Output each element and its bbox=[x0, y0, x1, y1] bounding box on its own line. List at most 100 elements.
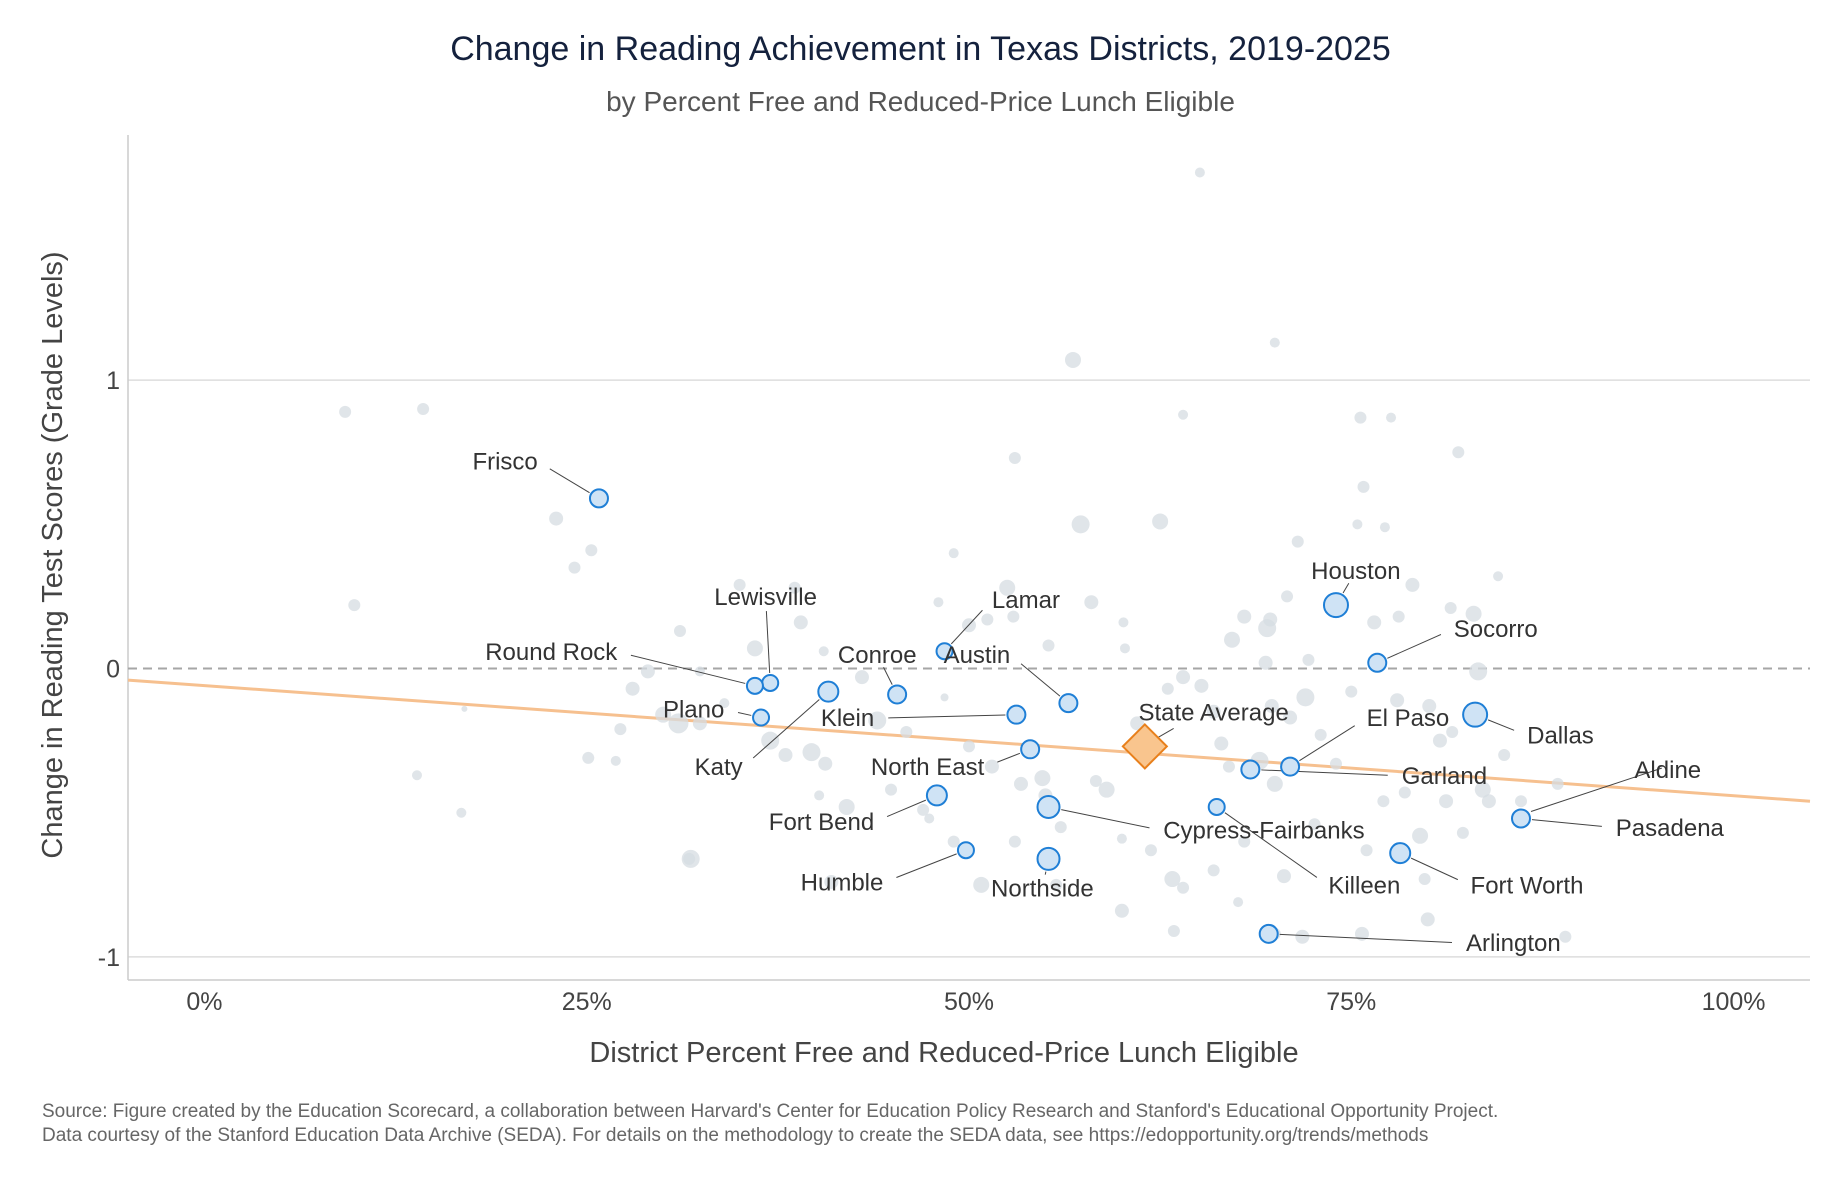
leader-line bbox=[1299, 725, 1356, 762]
district-point bbox=[818, 646, 829, 657]
district-point bbox=[1352, 519, 1363, 530]
leader-line bbox=[1531, 819, 1602, 827]
district-point bbox=[1296, 688, 1315, 707]
district-point bbox=[947, 835, 960, 848]
leader-line bbox=[1410, 857, 1459, 881]
leader-line bbox=[630, 654, 746, 684]
district-point bbox=[1084, 595, 1099, 610]
district-point bbox=[948, 548, 959, 559]
district-point bbox=[1432, 733, 1447, 748]
leader-line bbox=[1224, 812, 1318, 878]
source-line-1: Source: Figure created by the Education … bbox=[42, 1101, 1499, 1122]
district-point bbox=[610, 755, 621, 766]
district-point bbox=[1498, 749, 1511, 762]
district-point-highlighted bbox=[1207, 797, 1226, 816]
district-label: Socorro bbox=[1454, 616, 1538, 643]
district-point bbox=[900, 725, 913, 738]
leader-line bbox=[997, 752, 1021, 763]
district-point bbox=[854, 670, 869, 685]
highlighted-districts bbox=[588, 488, 1532, 944]
district-point bbox=[1176, 670, 1191, 685]
district-label: Dallas bbox=[1527, 723, 1594, 750]
district-point bbox=[733, 578, 746, 591]
district-point bbox=[1116, 833, 1127, 844]
district-point-highlighted bbox=[1258, 923, 1279, 944]
district-point bbox=[761, 731, 780, 750]
axes: -1 0 1 0% 25% 50% 75% 100% bbox=[98, 135, 1810, 1016]
district-point bbox=[1167, 924, 1180, 937]
district-point bbox=[824, 874, 839, 889]
district-point bbox=[625, 681, 640, 696]
district-point bbox=[973, 876, 990, 893]
district-point bbox=[1119, 643, 1130, 654]
district-point-highlighted bbox=[588, 488, 609, 509]
leader-line bbox=[950, 609, 983, 645]
background-points bbox=[339, 167, 1572, 944]
district-label: Arlington bbox=[1466, 930, 1561, 957]
district-point bbox=[582, 751, 595, 764]
district-point bbox=[1469, 662, 1488, 681]
gridlines bbox=[128, 379, 1810, 958]
district-point bbox=[1283, 710, 1298, 725]
leader-line bbox=[896, 853, 957, 878]
district-point-highlighted bbox=[1511, 808, 1532, 829]
district-point bbox=[1064, 351, 1081, 368]
district-label: Cypress-Fairbanks bbox=[1163, 818, 1364, 845]
district-point bbox=[1007, 610, 1020, 623]
district-point bbox=[1214, 736, 1229, 751]
district-label: Aldine bbox=[1634, 757, 1701, 784]
source-line-2: Data courtesy of the Stanford Education … bbox=[42, 1125, 1429, 1146]
district-point bbox=[933, 597, 944, 608]
x-tick-label: 0% bbox=[186, 988, 222, 1016]
y-tick-label: 0 bbox=[106, 656, 120, 684]
district-point-highlighted bbox=[752, 708, 771, 727]
district-point bbox=[746, 640, 763, 657]
district-point bbox=[778, 748, 793, 763]
leader-line bbox=[1020, 663, 1061, 697]
district-point bbox=[868, 711, 887, 730]
district-point bbox=[1008, 835, 1021, 848]
district-label: Plano bbox=[663, 697, 724, 724]
district-point bbox=[1206, 704, 1221, 719]
x-tick-label: 50% bbox=[944, 988, 994, 1016]
district-point bbox=[1164, 871, 1181, 888]
district-point-highlighted bbox=[1389, 842, 1412, 865]
district-point bbox=[614, 723, 627, 736]
district-point bbox=[1269, 337, 1280, 348]
district-point-highlighted bbox=[817, 680, 840, 703]
district-point bbox=[963, 740, 975, 753]
district-point-highlighted bbox=[1240, 759, 1261, 780]
district-label: Killeen bbox=[1328, 872, 1400, 899]
district-point bbox=[1474, 781, 1491, 798]
district-point bbox=[1379, 522, 1390, 533]
district-point bbox=[1444, 601, 1457, 614]
district-point-highlighted bbox=[887, 684, 908, 705]
leader-line bbox=[765, 611, 771, 673]
district-point-highlighted bbox=[1036, 794, 1061, 819]
district-point bbox=[1013, 776, 1028, 791]
district-point bbox=[917, 803, 930, 816]
district-point bbox=[1314, 728, 1327, 741]
district-point bbox=[1354, 411, 1367, 424]
x-tick-label: 75% bbox=[1326, 988, 1376, 1016]
district-label: Round Rock bbox=[485, 639, 618, 666]
district-point bbox=[1222, 760, 1235, 773]
district-point bbox=[1050, 878, 1063, 891]
district-point bbox=[1237, 609, 1252, 624]
district-point bbox=[1144, 844, 1157, 857]
district-point bbox=[1439, 794, 1454, 809]
district-point bbox=[655, 706, 672, 723]
district-point bbox=[1386, 412, 1397, 423]
district-point bbox=[1008, 452, 1021, 465]
district-point bbox=[1418, 873, 1431, 886]
district-label: El Paso bbox=[1367, 705, 1450, 732]
district-point bbox=[1295, 929, 1310, 944]
district-point bbox=[1266, 775, 1283, 792]
district-point bbox=[1390, 693, 1405, 708]
district-point bbox=[681, 849, 700, 868]
district-point bbox=[1161, 682, 1174, 695]
district-point bbox=[1422, 699, 1437, 714]
district-point bbox=[1276, 869, 1291, 884]
district-point bbox=[940, 693, 949, 702]
